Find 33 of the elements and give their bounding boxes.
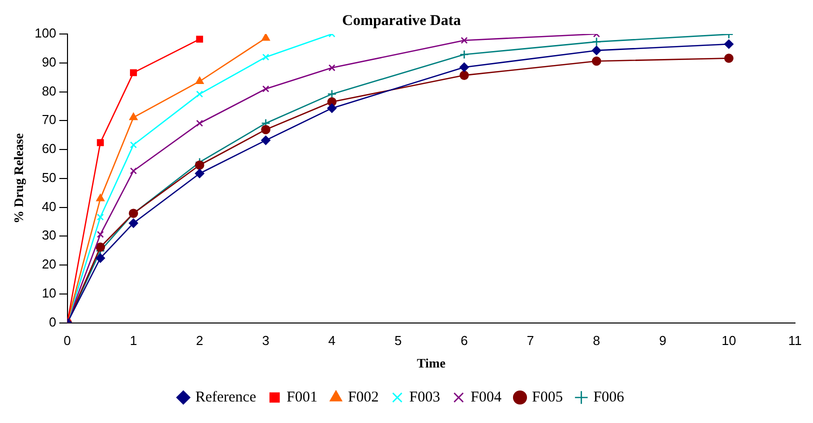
x-tick-label: 9 xyxy=(659,333,666,348)
x-tick-label: 1 xyxy=(130,333,138,348)
legend-label: F006 xyxy=(593,389,625,406)
x-tick-label: 6 xyxy=(460,333,468,348)
x-tick-label: 8 xyxy=(592,333,600,348)
y-tick-label: 60 xyxy=(42,141,56,156)
x-tick-label: 0 xyxy=(64,333,71,348)
y-tick-label: 20 xyxy=(42,256,56,272)
legend-label: Reference xyxy=(195,389,256,406)
y-tick-label: 100 xyxy=(34,26,56,41)
y-tick-label: 30 xyxy=(42,228,56,243)
x-tick-label: 3 xyxy=(262,333,270,348)
chart-title: Comparative Data xyxy=(342,12,462,29)
legend-label: F004 xyxy=(470,389,502,406)
x-tick-label: 4 xyxy=(328,333,336,348)
y-axis-title: % Drug Release xyxy=(11,133,26,224)
legend-label: F005 xyxy=(532,389,563,406)
legend-label: F002 xyxy=(348,389,379,406)
y-tick-label: 70 xyxy=(42,112,56,128)
y-tick-label: 90 xyxy=(42,54,56,70)
x-tick-label: 5 xyxy=(394,333,402,348)
legend-label: F001 xyxy=(286,389,318,406)
legend-label: F003 xyxy=(409,389,440,406)
y-tick-label: 50 xyxy=(42,170,56,185)
x-tick-label: 7 xyxy=(526,333,534,348)
x-tick-label: 2 xyxy=(196,333,204,348)
y-tick-label: 0 xyxy=(49,314,56,330)
x-tick-label: 11 xyxy=(788,333,802,348)
x-tick-label: 10 xyxy=(722,333,736,348)
x-axis-title: Time xyxy=(416,356,446,371)
y-tick-label: 40 xyxy=(42,198,56,214)
y-tick-label: 10 xyxy=(42,286,56,300)
y-tick-label: 80 xyxy=(42,83,56,98)
